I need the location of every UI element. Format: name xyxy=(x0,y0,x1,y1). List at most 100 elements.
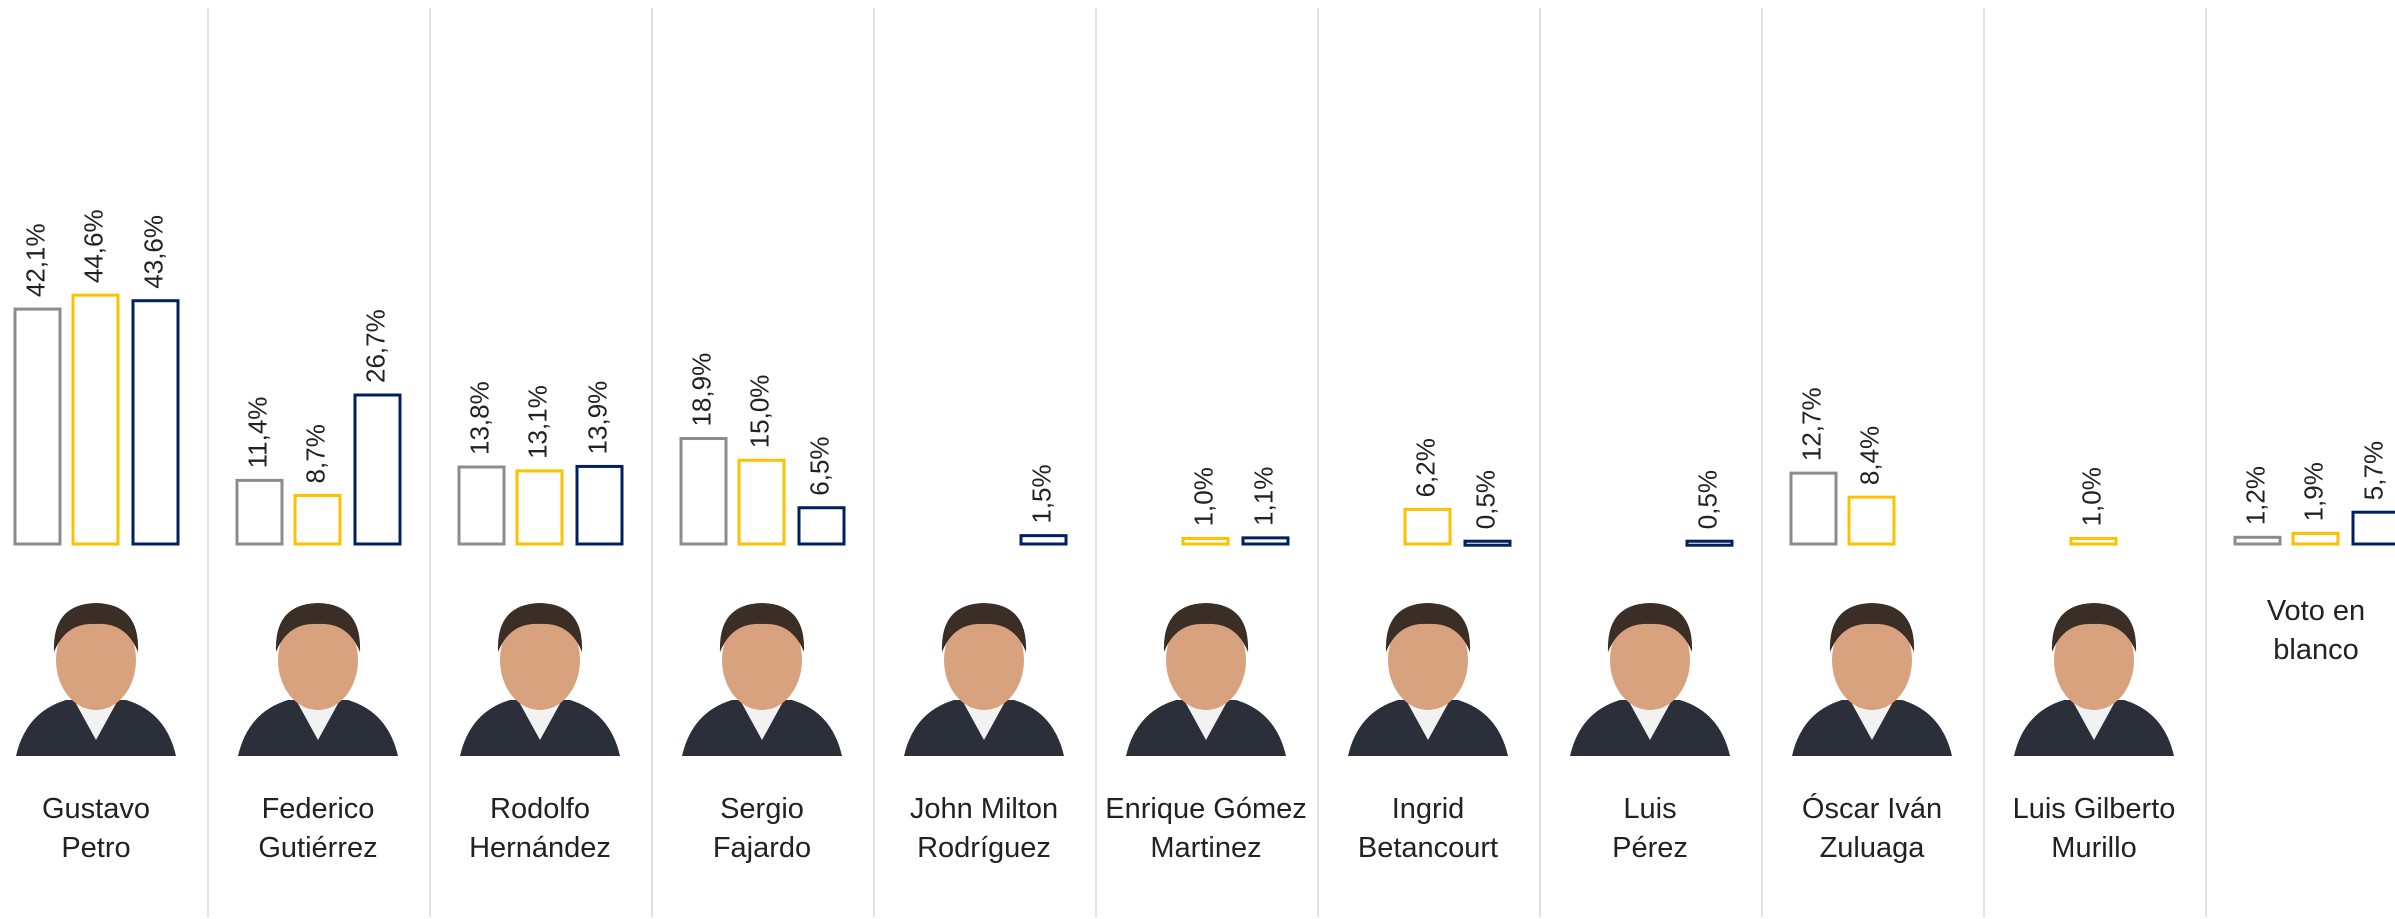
candidate-photo xyxy=(1126,603,1286,756)
bar xyxy=(1019,534,1068,546)
category-label: Federico Gutiérrez xyxy=(258,793,378,864)
bar xyxy=(2351,510,2395,546)
bar xyxy=(2069,536,2118,546)
photo-hair xyxy=(1163,603,1249,652)
photo-collar xyxy=(1406,700,1450,740)
category-label: Gustavo Petro xyxy=(42,793,150,864)
photo-face xyxy=(1388,610,1468,710)
photo-collar xyxy=(518,700,562,740)
photo-face xyxy=(1166,610,1246,710)
value-label: 1,0% xyxy=(1188,467,1218,526)
bar xyxy=(737,458,786,546)
bar xyxy=(1685,539,1734,547)
value-label: 26,7% xyxy=(360,309,390,383)
bar xyxy=(1181,536,1230,546)
bar xyxy=(71,293,120,546)
photo-collar xyxy=(1850,700,1894,740)
bar xyxy=(679,437,728,546)
photo-face xyxy=(56,610,136,710)
value-label: 1,1% xyxy=(1248,467,1278,526)
bar xyxy=(131,299,180,546)
bar xyxy=(2291,531,2340,546)
value-label: 11,4% xyxy=(242,397,272,469)
bar xyxy=(2233,535,2282,546)
photo-collar xyxy=(1184,700,1228,740)
value-label: 0,5% xyxy=(1692,470,1722,529)
value-label: 13,8% xyxy=(464,381,494,455)
bar xyxy=(1463,539,1512,547)
photo-collar xyxy=(296,700,340,740)
photo-hair xyxy=(1829,603,1915,652)
category-label: Sergio Fajardo xyxy=(712,793,812,864)
photo-face xyxy=(500,610,580,710)
value-label: 13,9% xyxy=(582,381,612,455)
photo-face xyxy=(944,610,1024,710)
category-label: Rodolfo Hernández xyxy=(469,793,611,864)
photo-collar xyxy=(1628,700,1672,740)
category-label: Óscar Iván Zuluaga xyxy=(1801,793,1943,864)
value-label: 1,0% xyxy=(2076,467,2106,526)
value-label: 18,9% xyxy=(686,353,716,427)
bar xyxy=(235,478,284,546)
photo-hair xyxy=(53,603,139,652)
value-label: 42,1% xyxy=(20,223,50,297)
photo-hair xyxy=(1607,603,1693,652)
photo-hair xyxy=(275,603,361,652)
category-label: Luis Pérez xyxy=(1612,793,1688,864)
value-label: 43,6% xyxy=(138,215,168,289)
value-label: 1,9% xyxy=(2298,462,2328,521)
photo-face xyxy=(1610,610,1690,710)
bar xyxy=(797,506,846,546)
value-label: 6,5% xyxy=(804,436,834,495)
candidate-photo xyxy=(1570,603,1730,756)
bar xyxy=(1241,536,1290,546)
candidate-photo xyxy=(2014,603,2174,756)
value-label: 0,5% xyxy=(1470,470,1500,529)
photo-hair xyxy=(719,603,805,652)
photo-face xyxy=(2054,610,2134,710)
photo-collar xyxy=(74,700,118,740)
value-label: 15,0% xyxy=(744,375,774,449)
bar xyxy=(1789,471,1838,546)
category-label: Enrique Gómez Martinez xyxy=(1105,793,1307,864)
photo-collar xyxy=(740,700,784,740)
candidate-photo xyxy=(16,603,176,756)
photo-collar xyxy=(962,700,1006,740)
candidate-photo xyxy=(682,603,842,756)
value-label: 1,2% xyxy=(2240,466,2270,525)
photo-face xyxy=(722,610,802,710)
photo-hair xyxy=(941,603,1027,652)
bar xyxy=(515,469,564,546)
value-label: 8,4% xyxy=(1854,426,1884,485)
photo-face xyxy=(278,610,358,710)
bar xyxy=(293,493,342,546)
category-label: Ingrid Betancourt xyxy=(1357,793,1499,864)
bar xyxy=(575,464,624,546)
value-label: 8,7% xyxy=(300,424,330,483)
bar xyxy=(1847,495,1896,546)
category-label: John Milton Rodríguez xyxy=(909,793,1059,864)
candidate-photo xyxy=(1792,603,1952,756)
value-label: 1,5% xyxy=(1026,464,1056,523)
value-label: 5,7% xyxy=(2358,441,2388,500)
value-label: 44,6% xyxy=(78,209,108,283)
photo-hair xyxy=(497,603,583,652)
value-label: 12,7% xyxy=(1796,387,1826,461)
value-label: 13,1% xyxy=(522,385,552,459)
candidate-photo xyxy=(1348,603,1508,756)
category-label: Voto en blanco xyxy=(2266,595,2366,666)
bar xyxy=(1403,507,1452,546)
category-label: Luis Gilberto Murillo xyxy=(2012,793,2176,864)
bar xyxy=(457,465,506,546)
photo-hair xyxy=(1385,603,1471,652)
photo-collar xyxy=(2072,700,2116,740)
value-label: 6,2% xyxy=(1410,438,1440,497)
photo-hair xyxy=(2051,603,2137,652)
photo-face xyxy=(1832,610,1912,710)
candidate-photo xyxy=(460,603,620,756)
candidate-photo xyxy=(238,603,398,756)
bar xyxy=(13,307,62,546)
bar xyxy=(353,393,402,546)
